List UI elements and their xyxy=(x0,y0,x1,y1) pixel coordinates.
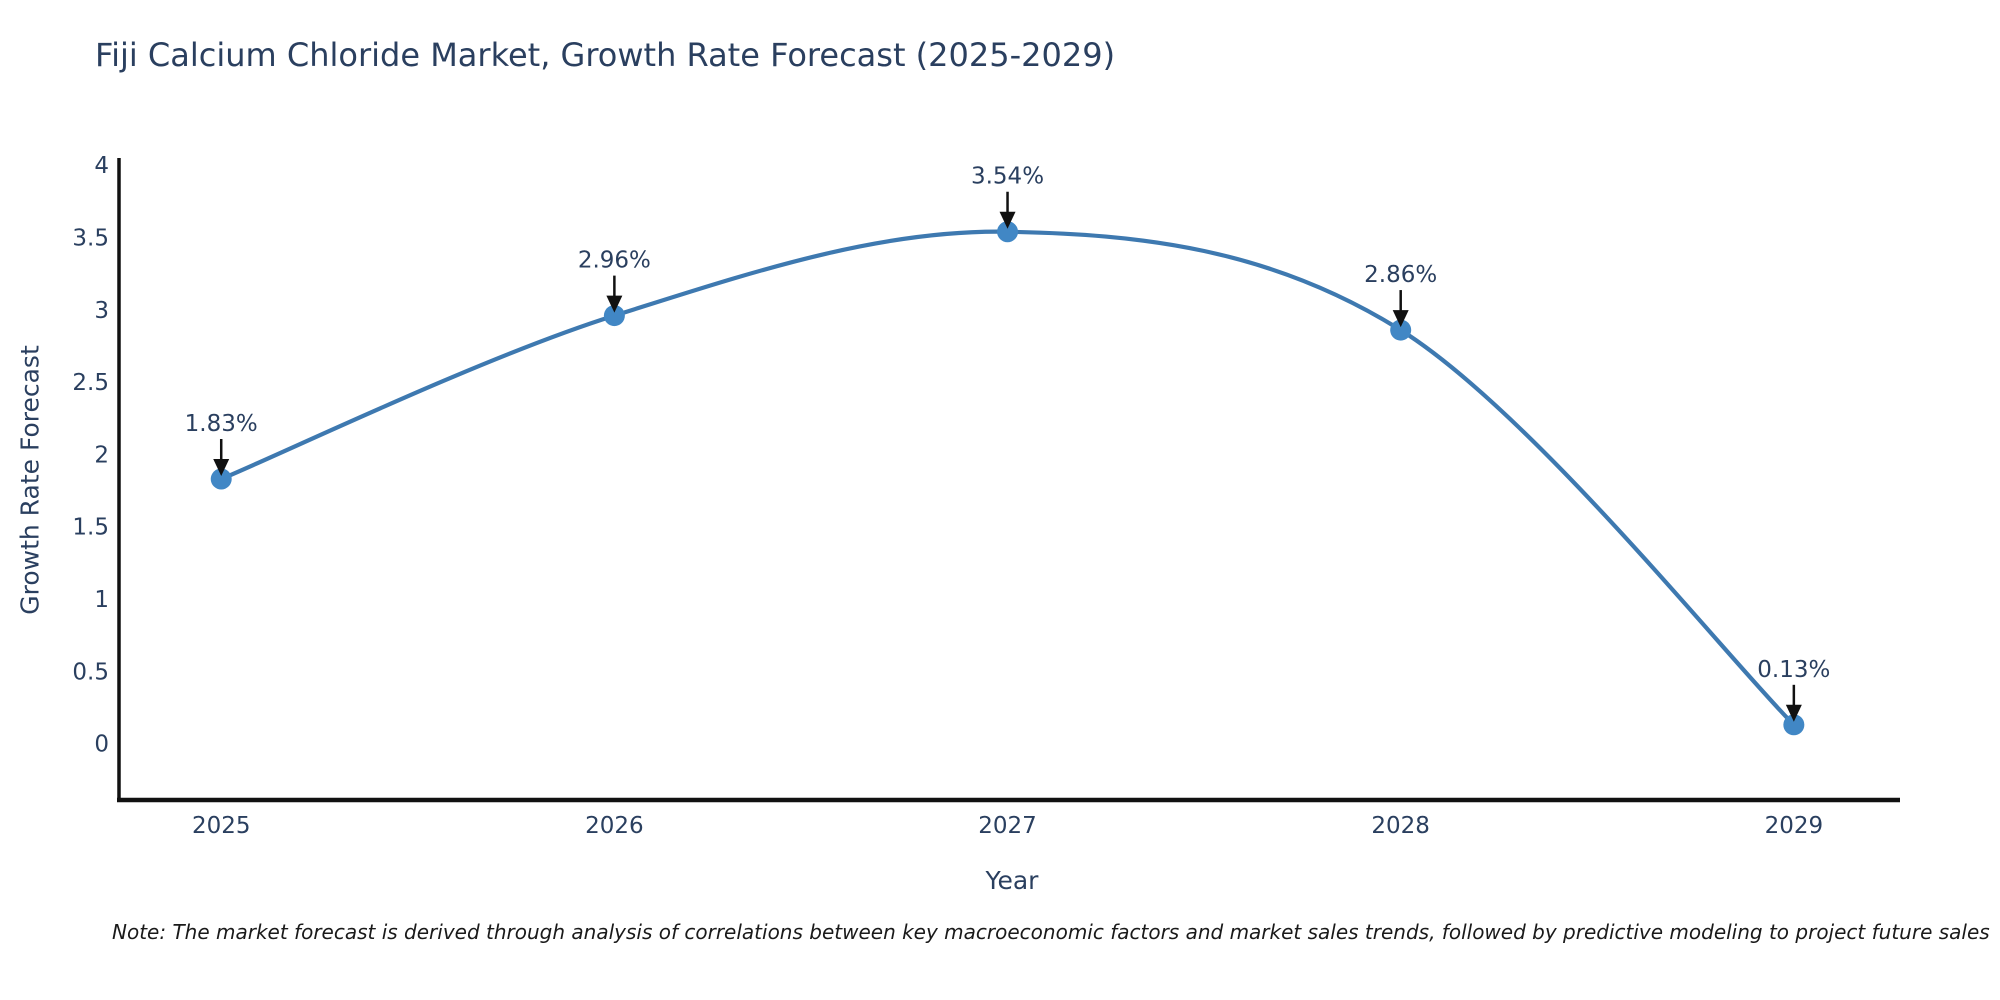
data-point-label: 2.96% xyxy=(578,248,651,274)
data-point-marker[interactable] xyxy=(210,468,232,490)
annotation-arrowhead-icon xyxy=(606,295,623,313)
annotation-arrowhead-icon xyxy=(1785,704,1802,722)
annotation-arrowhead-icon xyxy=(213,459,230,476)
x-tick-label: 2025 xyxy=(192,813,251,839)
data-point-marker[interactable] xyxy=(1783,714,1805,736)
x-tick-label: 2026 xyxy=(585,813,644,839)
data-point-label: 0.13% xyxy=(1757,657,1830,683)
y-tick-label: 0.5 xyxy=(72,659,109,685)
data-point-marker[interactable] xyxy=(997,221,1019,243)
x-axis-title: Year xyxy=(985,866,1039,895)
y-tick-label: 2.5 xyxy=(72,370,109,396)
x-tick-label: 2028 xyxy=(1371,813,1430,839)
y-tick-label: 3.5 xyxy=(72,226,109,252)
data-point-marker[interactable] xyxy=(603,305,625,327)
y-tick-label: 0 xyxy=(94,732,109,758)
y-tick-label: 3 xyxy=(94,298,109,324)
y-tick-label: 1.5 xyxy=(72,515,109,541)
x-tick-label: 2027 xyxy=(978,813,1037,839)
x-tick-label: 2029 xyxy=(1765,813,1824,839)
annotation-arrowhead-icon xyxy=(999,211,1016,229)
footnote: Note: The market forecast is derived thr… xyxy=(112,920,1990,944)
trend-line xyxy=(219,229,1796,727)
data-point-label: 3.54% xyxy=(971,164,1044,190)
data-point-label: 2.86% xyxy=(1364,262,1437,288)
data-point-marker[interactable] xyxy=(1390,319,1412,341)
y-tick-label: 4 xyxy=(94,153,109,179)
y-tick-label: 1 xyxy=(94,587,109,613)
data-point-label: 1.83% xyxy=(185,411,258,437)
chart-title: Fiji Calcium Chloride Market, Growth Rat… xyxy=(95,36,1116,74)
y-tick-label: 2 xyxy=(94,442,109,468)
annotation-arrowhead-icon xyxy=(1392,310,1409,328)
